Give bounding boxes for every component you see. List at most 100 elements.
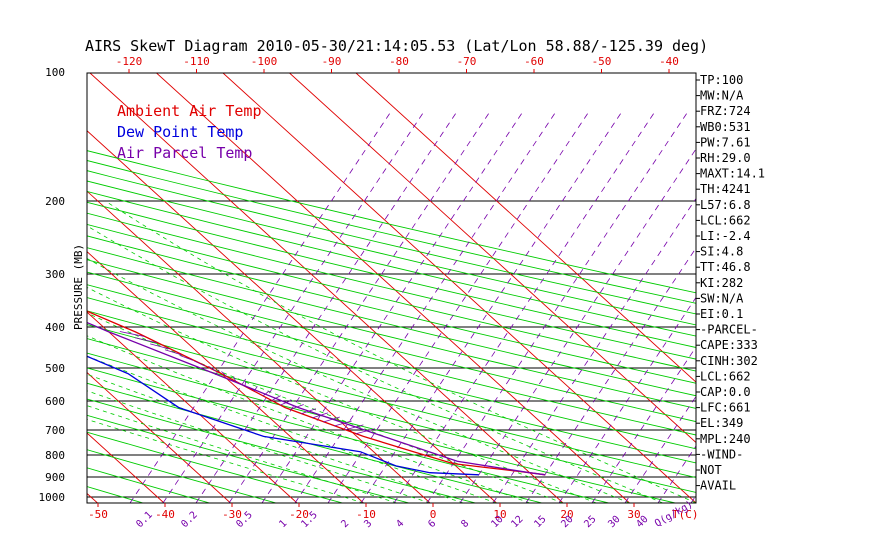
cape-hatch-line	[244, 381, 246, 387]
mixing-ratio-tick-label: 12	[509, 514, 525, 530]
top-temp-tick-label: -120	[116, 55, 143, 68]
dry-adiabat-line	[87, 212, 696, 360]
bottom-temp-tick-label: 0	[430, 508, 437, 521]
pressure-tick-label: 600	[45, 395, 65, 408]
dry-adiabat-line	[87, 170, 696, 315]
cape-hatch-line	[280, 399, 293, 406]
series-line-dewpoint	[87, 355, 479, 476]
cape-hatch-line	[221, 371, 227, 377]
bottom-temp-tick-label: -30	[222, 508, 242, 521]
mixing-ratio-line	[294, 112, 556, 503]
cape-hatch-line	[193, 360, 205, 367]
mixing-ratio-line	[129, 112, 391, 503]
mixing-ratio-line	[624, 395, 696, 503]
isotherm-line	[87, 251, 364, 503]
moist-adiabat-line	[87, 335, 530, 503]
moist-adiabat-line	[87, 373, 464, 503]
dry-adiabat-line	[87, 352, 676, 503]
dry-adiabat-line	[87, 201, 696, 348]
mixing-ratio-tick-label: 8	[459, 518, 471, 530]
cape-hatch-line	[208, 365, 217, 372]
isotherm-line	[89, 73, 564, 503]
stats-item: EI:0.1	[700, 307, 743, 321]
y-axis-label: PRESSURE (MB)	[72, 244, 85, 330]
stats-item: MAXT:14.1	[700, 167, 765, 181]
mixing-ratio-line	[426, 112, 688, 503]
isotherm-line	[0, 73, 31, 503]
dry-adiabat-line	[87, 382, 543, 503]
cape-hatch-line	[262, 390, 270, 397]
mixing-ratio-line	[162, 112, 424, 503]
dry-adiabat-line	[87, 367, 609, 503]
x-axis-label: T(C)	[672, 508, 699, 521]
dry-adiabat-line	[87, 431, 343, 503]
cape-hatch-line	[289, 404, 304, 410]
mixing-ratio-line	[261, 112, 523, 503]
stats-item: EL:349	[700, 416, 743, 430]
stats-item: SW:N/A	[700, 291, 744, 305]
stats-item: SI:4.8	[700, 245, 743, 259]
mixing-ratio-line	[525, 247, 696, 503]
bottom-temp-tick-label: 10	[493, 508, 506, 521]
cape-hatch-line	[150, 343, 170, 350]
isotherm-line	[222, 73, 696, 503]
top-temp-tick-label: -110	[183, 55, 210, 68]
stats-item: CAP:0.0	[700, 385, 751, 399]
cape-hatch-line	[301, 408, 316, 415]
moist-adiabat-line	[87, 258, 630, 503]
dry-adiabat-line	[87, 160, 696, 304]
dry-adiabat-line	[87, 259, 696, 409]
stats-item: LI:-2.4	[700, 229, 751, 243]
dry-adiabat-line	[87, 223, 696, 372]
stats-item: CAPE:333	[700, 338, 758, 352]
dry-adiabat-line	[87, 190, 696, 337]
mixing-ratio-tick-label: 0.2	[179, 510, 200, 531]
dry-adiabat-line	[87, 449, 277, 503]
stats-item: WB0:531	[700, 120, 751, 134]
top-temp-tick-label: -60	[524, 55, 544, 68]
cape-hatch-line	[164, 349, 182, 356]
pressure-tick-label: 100	[45, 66, 65, 79]
stats-item: MPL:240	[700, 432, 751, 446]
moist-adiabat-line	[87, 286, 597, 503]
cape-hatch-line	[323, 416, 340, 423]
mixing-ratio-tick-label: 15	[532, 514, 548, 530]
isotherm-line	[289, 73, 696, 444]
stats-item: -WIND-	[700, 447, 743, 461]
dry-adiabat-line	[87, 150, 696, 294]
isotherm-line	[156, 73, 630, 503]
stats-item: TT:46.8	[700, 260, 751, 274]
stats-item: -PARCEL-	[700, 323, 758, 337]
bottom-temp-tick-label: -20	[289, 508, 309, 521]
series-line-ambient	[87, 310, 546, 476]
mixing-ratio-line	[327, 112, 589, 503]
stats-item: KI:282	[700, 276, 743, 290]
dry-adiabat-line	[87, 398, 476, 503]
stats-item: TH:4241	[700, 182, 751, 196]
cape-hatch-line	[179, 355, 194, 361]
stats-item: LCL:662	[700, 369, 751, 383]
cape-hatch-line	[271, 395, 281, 401]
cape-hatch-line	[312, 412, 328, 419]
bottom-temp-tick-label: -50	[88, 508, 108, 521]
dry-adiabat-line	[87, 247, 696, 397]
mixing-ratio-line	[492, 197, 696, 503]
cape-hatch-line	[233, 376, 237, 382]
pressure-tick-label: 500	[45, 362, 65, 375]
cape-hatch-line	[135, 337, 158, 344]
stats-item: FRZ:724	[700, 104, 751, 118]
mixing-ratio-tick-label: 30	[606, 514, 622, 530]
cape-hatch-line	[119, 331, 145, 337]
stats-item: RH:29.0	[700, 151, 751, 165]
mixing-ratio-tick-label: 4	[394, 518, 406, 530]
isotherm-line	[87, 311, 298, 503]
pressure-tick-label: 1000	[39, 491, 66, 504]
cape-hatch-line	[253, 386, 258, 392]
dry-adiabat-line	[87, 271, 696, 423]
pressure-tick-label: 400	[45, 321, 65, 334]
top-temp-tick-label: -50	[592, 55, 612, 68]
dry-adiabat-line	[0, 73, 77, 503]
mixing-ratio-line	[459, 148, 696, 503]
stats-item: MW:N/A	[700, 89, 744, 103]
cape-hatch-line	[355, 428, 376, 435]
